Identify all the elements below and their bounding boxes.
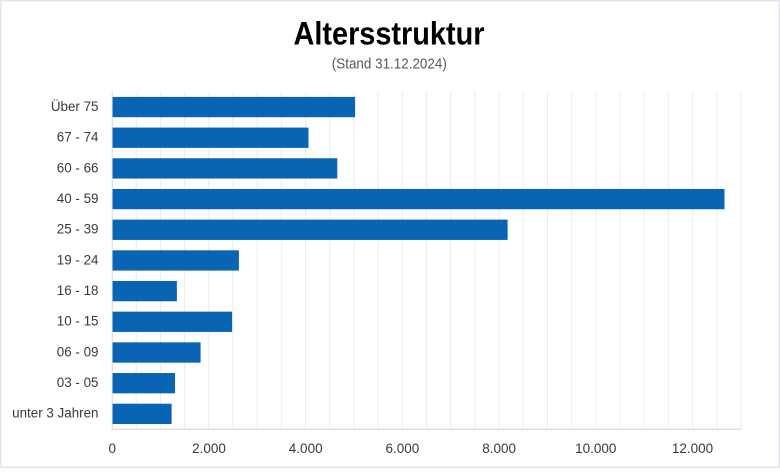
svg-text:(Stand 31.12.2024): (Stand 31.12.2024) <box>332 56 447 73</box>
svg-text:06 - 09: 06 - 09 <box>57 344 99 359</box>
svg-text:10.000: 10.000 <box>575 441 616 456</box>
svg-text:03 - 05: 03 - 05 <box>57 375 99 390</box>
svg-text:67 - 74: 67 - 74 <box>57 130 99 145</box>
svg-text:8.000: 8.000 <box>482 441 516 456</box>
svg-text:unter 3 Jahren: unter 3 Jahren <box>12 406 98 421</box>
svg-text:6.000: 6.000 <box>386 441 420 456</box>
svg-text:10 - 15: 10 - 15 <box>57 314 99 329</box>
svg-text:12.000: 12.000 <box>672 441 713 456</box>
svg-text:Altersstruktur: Altersstruktur <box>294 16 485 52</box>
svg-text:25 - 39: 25 - 39 <box>57 222 99 237</box>
svg-text:60 - 66: 60 - 66 <box>57 160 99 175</box>
svg-text:19 - 24: 19 - 24 <box>57 252 99 267</box>
svg-text:4.000: 4.000 <box>289 441 323 456</box>
svg-text:16 - 18: 16 - 18 <box>57 283 99 298</box>
svg-text:2.000: 2.000 <box>192 441 226 456</box>
svg-text:Über 75: Über 75 <box>51 99 99 114</box>
svg-text:40 - 59: 40 - 59 <box>57 191 99 206</box>
svg-text:0: 0 <box>109 441 117 456</box>
